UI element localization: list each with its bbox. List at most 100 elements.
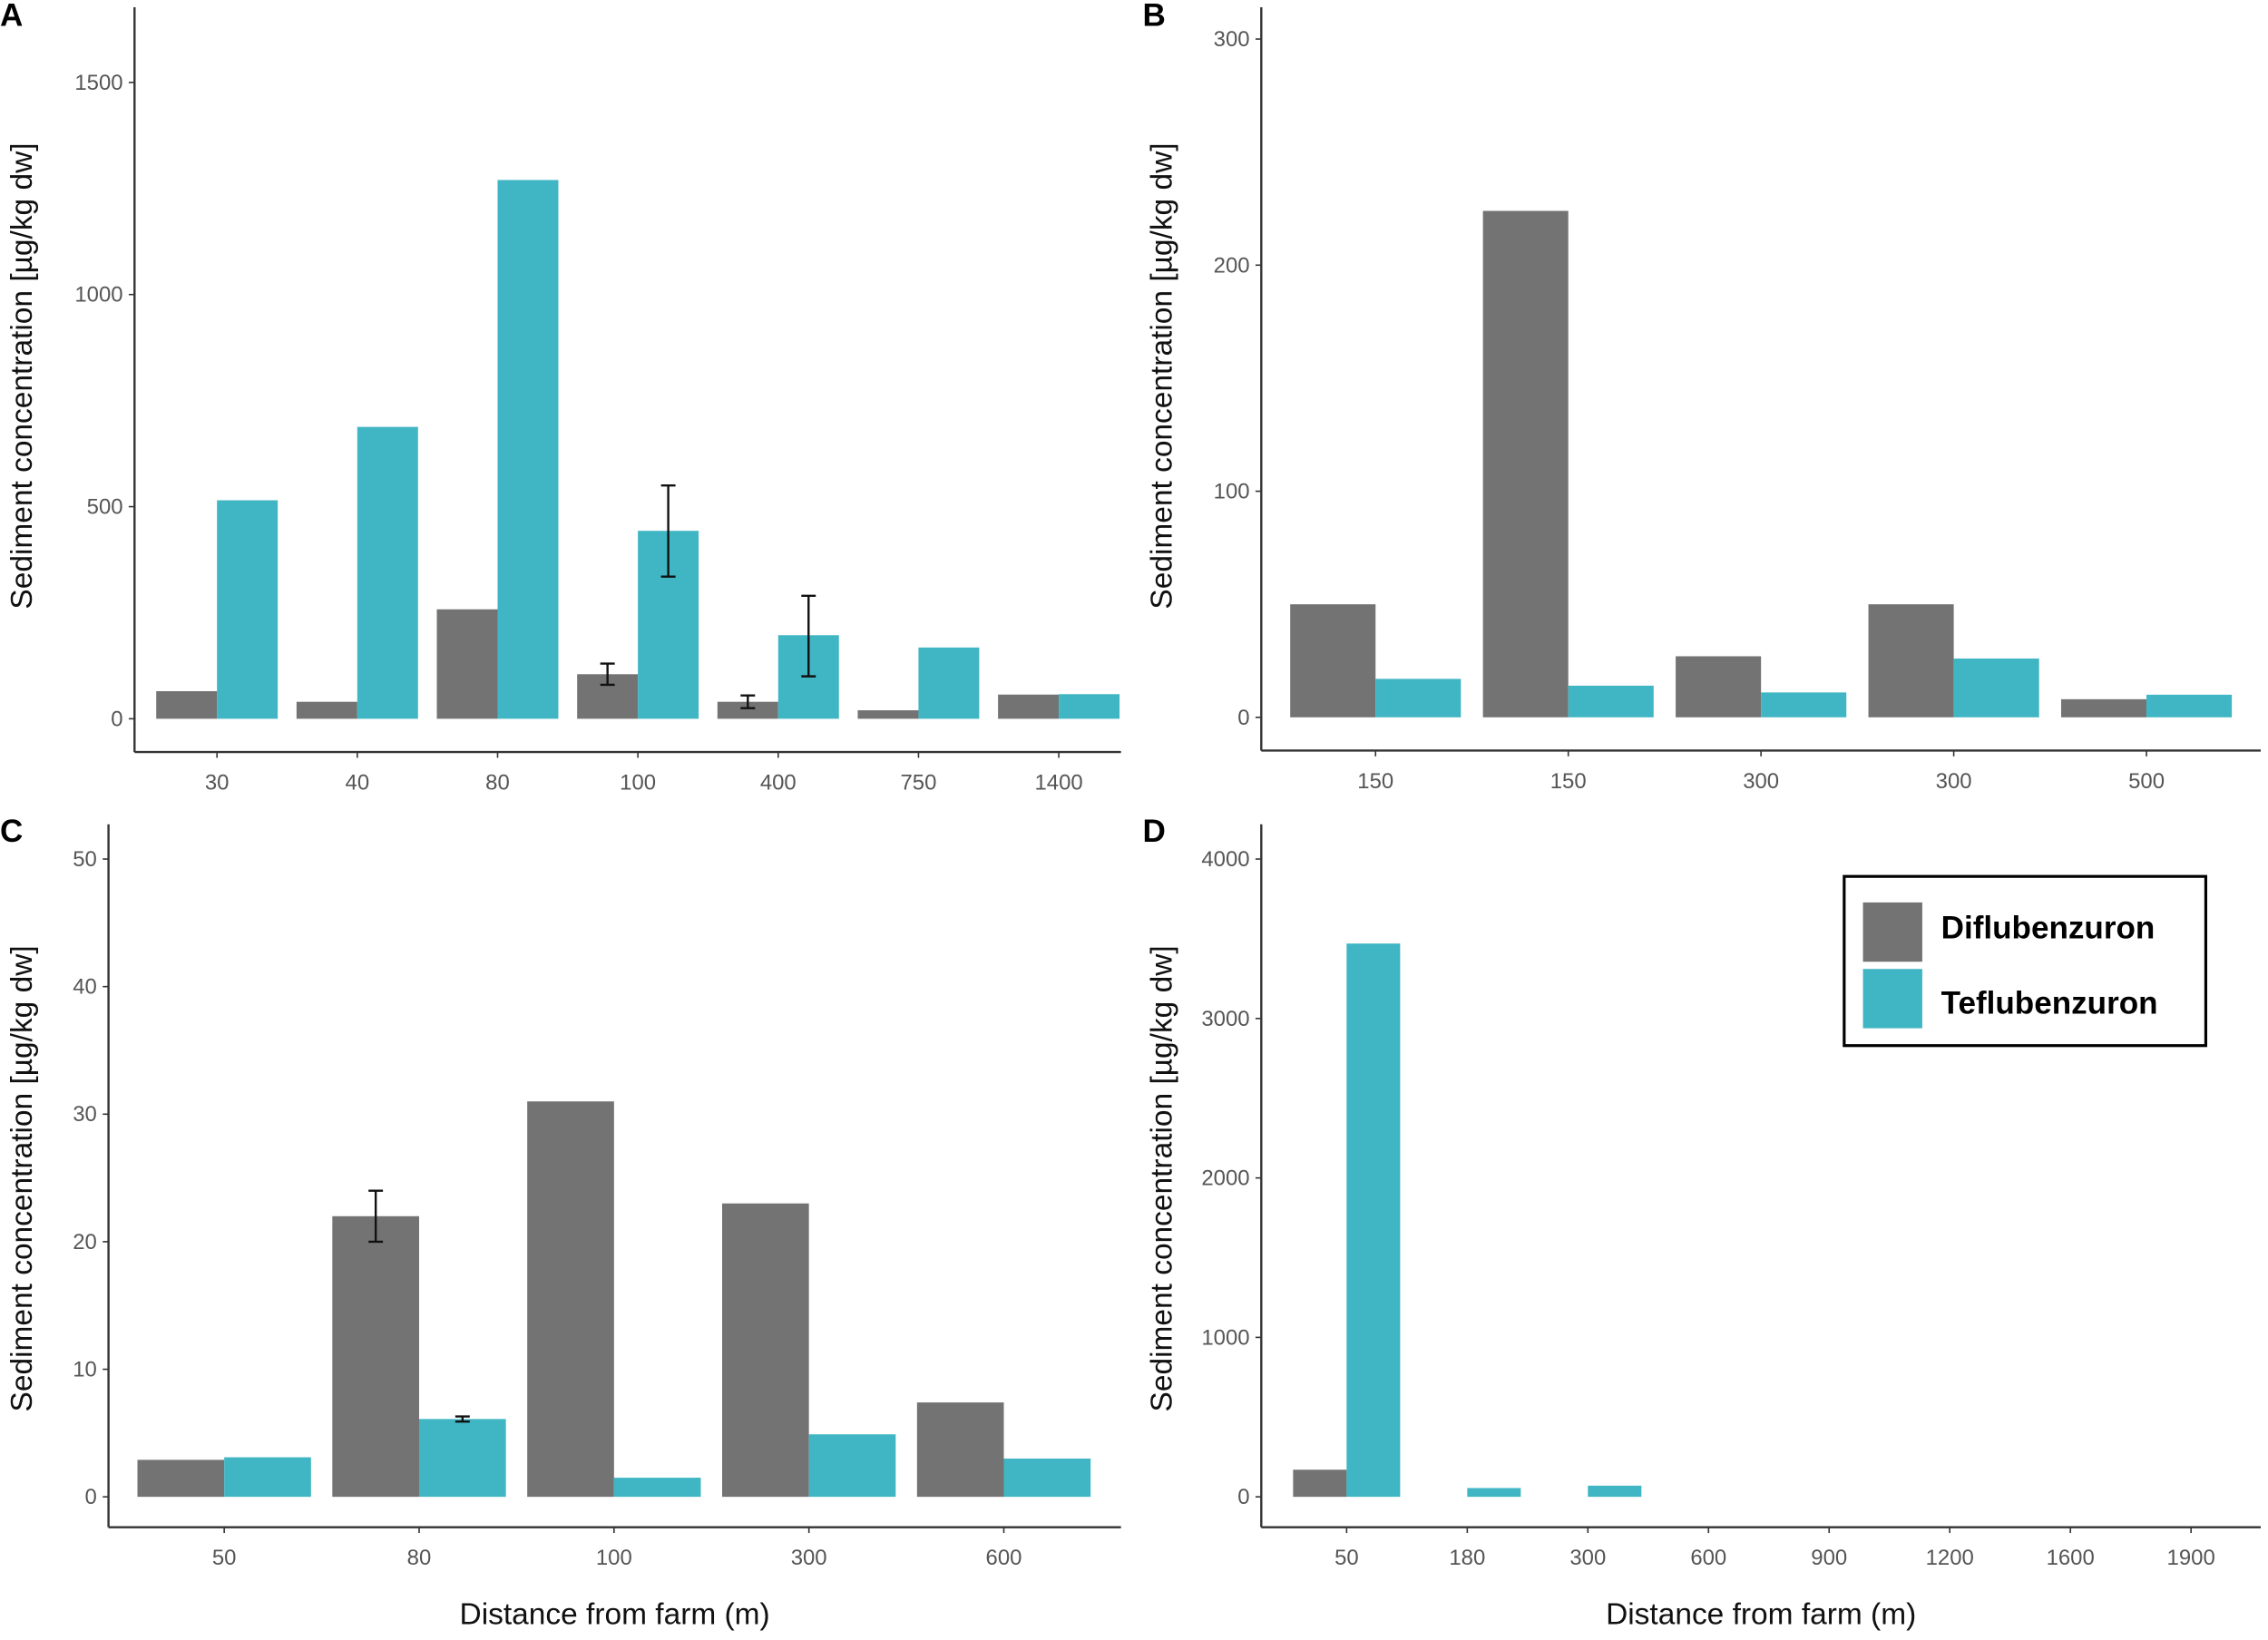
y-tick-label: 10: [73, 1358, 97, 1382]
x-tick-label: 750: [900, 771, 936, 796]
legend-swatch-diflubenzuron: [1862, 902, 1922, 962]
panel-d: D 0 1000 2000 3000 4000 50 180 300 600 900 1200 1600…: [1143, 814, 2262, 1631]
bar-diflubenzuron-500: [2060, 698, 2147, 718]
y-tick-label: 500: [87, 495, 123, 520]
bar-diflubenzuron-80: [436, 609, 498, 719]
x-tick-label: 50: [212, 1546, 237, 1570]
x-tick-label: 900: [1811, 1546, 1847, 1570]
error-bar: [740, 694, 756, 709]
y-axis-label: Sediment concentration [µg/kg dw]: [5, 945, 39, 1411]
bar-diflubenzuron-600: [916, 1402, 1004, 1498]
x-tick-label: 1900: [2167, 1546, 2215, 1570]
x-tick-label: 150: [1357, 769, 1393, 794]
bar-diflubenzuron-300: [1868, 604, 1954, 718]
x-tick-label: 1400: [1034, 771, 1082, 796]
error-bar: [801, 594, 816, 678]
error-bar: [600, 662, 615, 687]
bar-teflubenzuron-80: [418, 1419, 506, 1498]
bar-teflubenzuron-50: [224, 1457, 311, 1498]
bar-teflubenzuron-750: [918, 647, 980, 719]
y-tick-label: 4000: [1201, 847, 1249, 872]
x-tick-label: 1200: [1926, 1546, 1974, 1570]
bar-diflubenzuron-150: [1482, 210, 1569, 718]
bar-teflubenzuron-500: [2146, 694, 2233, 718]
bar-diflubenzuron-50: [137, 1459, 225, 1498]
bar-diflubenzuron-400: [717, 701, 778, 719]
y-tick-label: 20: [73, 1230, 97, 1254]
bar-teflubenzuron-300: [1588, 1485, 1642, 1498]
y-tick-label: 200: [1214, 253, 1250, 278]
bar-diflubenzuron-80: [332, 1215, 419, 1498]
panel-c: C 0 10 20 30 40 50 50 80 100 300 600 Sediment concen…: [0, 814, 1121, 1631]
bar-teflubenzuron-1400: [1059, 694, 1120, 719]
x-tick-label: 500: [2128, 769, 2165, 794]
x-tick-label: 100: [620, 771, 656, 796]
y-tick-label: 0: [85, 1485, 97, 1509]
y-tick-label: 300: [1214, 27, 1250, 52]
y-axis-label: Sediment concentration [µg/kg dw]: [1145, 142, 1178, 609]
x-tick-label: 300: [791, 1546, 827, 1570]
bar-teflubenzuron-150: [1375, 678, 1461, 718]
bar-diflubenzuron-750: [857, 710, 919, 719]
x-tick-label: 300: [1569, 1546, 1606, 1570]
y-tick-label: 1500: [74, 71, 122, 95]
legend-label-diflubenzuron: Diflubenzuron: [1941, 911, 2156, 946]
x-tick-label: 600: [986, 1546, 1022, 1570]
bar-diflubenzuron-40: [296, 701, 357, 719]
bar-teflubenzuron-150: [1568, 685, 1654, 718]
bar-diflubenzuron-1400: [998, 694, 1060, 719]
y-tick-label: 1000: [74, 283, 122, 308]
bar-teflubenzuron-30: [217, 500, 279, 719]
x-axis-label: Distance from farm (m): [1606, 1597, 1916, 1631]
y-tick-label: 100: [1214, 480, 1250, 504]
y-tick-label: 3000: [1201, 1007, 1249, 1031]
y-tick-label: 0: [1237, 706, 1249, 730]
y-axis-label: Sediment concentration [µg/kg dw]: [5, 142, 39, 609]
bar-diflubenzuron-300: [1676, 656, 1762, 718]
bar-diflubenzuron-50: [1293, 1469, 1347, 1498]
error-bar: [455, 1415, 470, 1423]
bar-teflubenzuron-100: [613, 1478, 701, 1498]
panel-b: B 0 100 200 300 150 150 300 300 500 Sediment conce…: [1143, 0, 2262, 794]
y-tick-label: 40: [73, 975, 97, 1000]
y-tick-label: 1000: [1201, 1325, 1249, 1350]
bar-teflubenzuron-300: [1953, 658, 2039, 718]
bar-teflubenzuron-300: [808, 1434, 896, 1498]
legend-swatch-teflubenzuron: [1862, 969, 1922, 1029]
legend: Diflubenzuron Teflubenzuron: [1843, 874, 2208, 1048]
panel-label: B: [1143, 0, 1166, 34]
x-tick-label: 50: [1334, 1546, 1359, 1570]
x-tick-label: 80: [485, 771, 510, 796]
x-tick-label: 100: [596, 1546, 632, 1570]
y-tick-label: 0: [1237, 1485, 1249, 1509]
x-tick-label: 300: [1936, 769, 1972, 794]
y-tick-label: 30: [73, 1102, 97, 1127]
bar-teflubenzuron-50: [1346, 943, 1401, 1498]
panel-label: D: [1143, 814, 1166, 849]
x-tick-label: 80: [407, 1546, 432, 1570]
y-tick-label: 2000: [1201, 1167, 1249, 1191]
x-tick-label: 1600: [2047, 1546, 2095, 1570]
bar-teflubenzuron-600: [1003, 1458, 1091, 1498]
x-tick-label: 400: [760, 771, 797, 796]
x-axis-label: Distance from farm (m): [460, 1597, 770, 1631]
x-tick-label: 180: [1449, 1546, 1485, 1570]
y-tick-label: 50: [73, 847, 97, 872]
bar-teflubenzuron-40: [357, 426, 418, 719]
x-tick-label: 300: [1743, 769, 1779, 794]
panel-label: A: [0, 0, 23, 34]
error-bar: [368, 1189, 384, 1244]
x-tick-label: 150: [1550, 769, 1587, 794]
y-axis-label: Sediment concentration [µg/kg dw]: [1145, 945, 1178, 1411]
bar-diflubenzuron-300: [722, 1203, 809, 1498]
bar-diflubenzuron-30: [156, 690, 218, 719]
panel-a: A 0 500 1000 1500 30 40 80 100 400 750 1400 Sediment…: [0, 0, 1121, 796]
error-bar: [660, 483, 676, 578]
x-tick-label: 30: [205, 771, 230, 796]
y-tick-label: 0: [111, 707, 122, 731]
legend-label-teflubenzuron: Teflubenzuron: [1941, 986, 2158, 1021]
bar-teflubenzuron-180: [1467, 1488, 1521, 1498]
bar-teflubenzuron-300: [1761, 692, 1847, 718]
x-tick-label: 40: [346, 771, 370, 796]
